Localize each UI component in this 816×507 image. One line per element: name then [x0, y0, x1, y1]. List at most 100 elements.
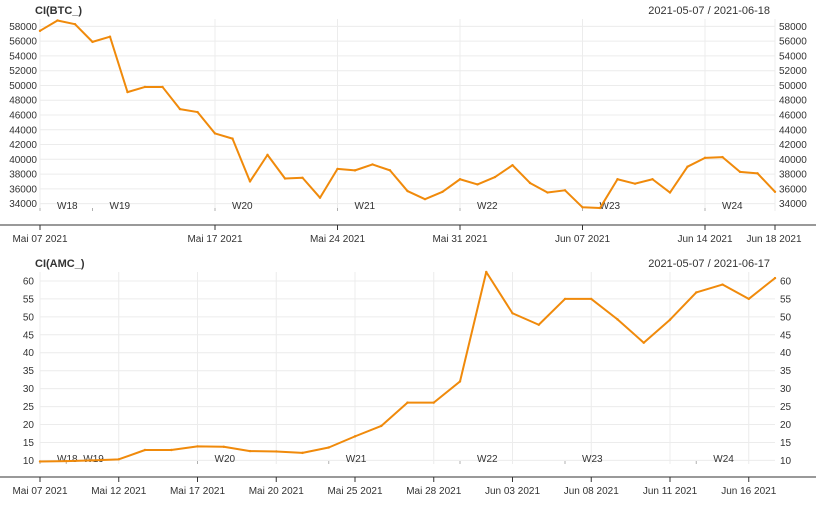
y-tick-label-right: 42000 [779, 140, 807, 151]
y-tick-label-left: 36000 [9, 184, 37, 195]
y-tick-label-left: 56000 [9, 37, 37, 48]
data-point [406, 401, 409, 404]
y-tick-label-right: 10 [780, 456, 792, 467]
y-tick-label-left: 52000 [9, 66, 37, 77]
data-point [493, 175, 497, 179]
data-point [598, 206, 602, 210]
data-point [143, 448, 147, 452]
data-point [703, 156, 707, 160]
x-tick-label: Jun 03 2021 [485, 486, 540, 497]
data-point [773, 190, 777, 193]
data-point [266, 153, 269, 157]
y-tick-label-left: 15 [23, 438, 35, 449]
x-tick-label: Mai 24 2021 [310, 234, 365, 245]
data-point [353, 169, 357, 172]
data-point [371, 163, 374, 166]
week-label: W18 [57, 201, 78, 212]
y-tick-label-right: 54000 [779, 51, 807, 62]
chart-title: CI(AMC_) [35, 258, 85, 270]
x-tick-label: Mai 28 2021 [406, 486, 461, 497]
x-tick-label: Mai 31 2021 [432, 234, 487, 245]
data-point [143, 85, 147, 89]
y-tick-label-left: 60 [23, 276, 35, 287]
x-tick-label: Jun 11 2021 [643, 486, 698, 497]
data-point [231, 137, 234, 140]
data-point [170, 448, 173, 452]
x-tick-label: Mai 12 2021 [91, 486, 146, 497]
y-tick-label-left: 40 [23, 348, 35, 359]
data-point [528, 181, 532, 185]
data-point [196, 110, 199, 114]
data-point [563, 297, 567, 301]
data-point [511, 312, 514, 315]
y-tick-label-left: 50 [23, 312, 35, 323]
y-tick-label-right: 48000 [779, 96, 807, 107]
y-tick-label-left: 44000 [9, 125, 37, 136]
data-point [423, 197, 427, 201]
date-range-label: 2021-05-07 / 2021-06-17 [648, 258, 770, 270]
data-point [747, 297, 750, 301]
data-point [616, 318, 619, 321]
data-point [248, 449, 252, 453]
y-tick-label-left: 34000 [9, 199, 37, 210]
y-tick-label-right: 40 [780, 348, 792, 359]
week-label: W20 [232, 201, 253, 212]
y-tick-label-left: 25 [23, 402, 35, 413]
y-tick-label-left: 35 [23, 366, 35, 377]
y-tick-label-left: 38000 [9, 170, 37, 181]
y-tick-label-right: 50000 [779, 81, 807, 92]
chart-panel-cibtc: CI(BTC_) 2021-05-07 / 2021-06-18 34000 3400… [0, 5, 816, 245]
y-tick-label-left: 10 [23, 456, 35, 467]
data-point [721, 283, 724, 286]
y-tick-label-right: 40000 [779, 155, 807, 166]
data-point [56, 19, 59, 22]
data-point [537, 323, 540, 326]
data-point [738, 170, 742, 174]
data-point [432, 401, 435, 404]
x-tick-label: Mai 25 2021 [327, 486, 382, 497]
data-point [458, 178, 462, 181]
x-tick-label: Mai 07 2021 [12, 486, 67, 497]
x-tick-label: Mai 07 2021 [12, 234, 67, 245]
data-point [511, 164, 514, 167]
data-point [756, 172, 759, 175]
data-point [668, 191, 672, 194]
chart-title: CI(BTC_) [35, 5, 82, 17]
y-tick-label-left: 30 [23, 384, 35, 395]
y-tick-label-right: 56000 [779, 37, 807, 48]
data-point [668, 318, 672, 321]
data-point [213, 132, 217, 135]
week-label: W19 [110, 201, 131, 212]
data-point [642, 341, 645, 344]
data-point [353, 435, 357, 438]
data-point [388, 169, 392, 172]
data-point [38, 460, 42, 463]
data-point [65, 459, 68, 463]
y-tick-label-left: 20 [23, 420, 35, 431]
chart-panel-ciamc: CI(AMC_) 2021-05-07 / 2021-06-17 10 10 15 15 2… [0, 258, 816, 497]
week-label: W20 [215, 454, 236, 465]
data-point [721, 155, 724, 159]
y-tick-label-right: 38000 [779, 170, 807, 181]
y-tick-label-right: 60 [780, 276, 792, 287]
week-label: W24 [722, 201, 743, 212]
y-tick-label-left: 55 [23, 294, 35, 305]
x-tick-label: Jun 16 2021 [721, 486, 776, 497]
data-point [406, 189, 409, 193]
series-line [39, 19, 776, 210]
x-tick-label: Jun 08 2021 [564, 486, 619, 497]
y-tick-label-left: 58000 [9, 22, 37, 33]
y-tick-label-left: 54000 [9, 51, 37, 62]
data-point [117, 458, 120, 461]
data-point [380, 424, 383, 428]
week-label: W22 [477, 454, 498, 465]
x-tick-label: Mai 17 2021 [170, 486, 225, 497]
data-point [633, 182, 637, 185]
data-point [458, 380, 462, 383]
data-point [73, 22, 77, 26]
data-point [275, 450, 278, 453]
y-tick-label-left: 48000 [9, 96, 37, 107]
x-tick-label: Jun 14 2021 [677, 234, 732, 245]
y-tick-label-right: 58000 [779, 22, 807, 33]
